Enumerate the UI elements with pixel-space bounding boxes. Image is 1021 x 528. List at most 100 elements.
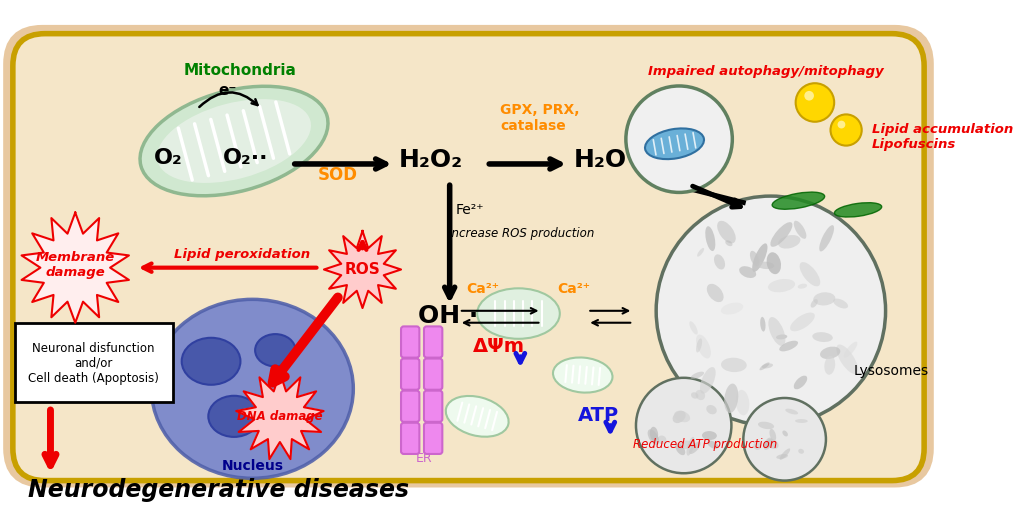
Ellipse shape bbox=[696, 335, 711, 359]
Text: GPX, PRX,
catalase: GPX, PRX, catalase bbox=[500, 103, 580, 133]
Circle shape bbox=[837, 121, 845, 128]
Polygon shape bbox=[236, 372, 324, 459]
Ellipse shape bbox=[689, 442, 700, 454]
Text: Fe²⁺: Fe²⁺ bbox=[456, 203, 485, 218]
FancyBboxPatch shape bbox=[424, 423, 442, 454]
Text: Reduced ATP production: Reduced ATP production bbox=[633, 438, 777, 451]
Text: Lysosomes: Lysosomes bbox=[854, 364, 928, 378]
Ellipse shape bbox=[834, 203, 882, 217]
Ellipse shape bbox=[676, 444, 685, 455]
Ellipse shape bbox=[679, 440, 692, 449]
Text: ΔΨm: ΔΨm bbox=[473, 337, 525, 356]
Text: Lipid peroxidation: Lipid peroxidation bbox=[175, 248, 310, 261]
Ellipse shape bbox=[707, 284, 724, 302]
Ellipse shape bbox=[752, 243, 768, 272]
Ellipse shape bbox=[697, 248, 704, 257]
Ellipse shape bbox=[477, 288, 560, 339]
Ellipse shape bbox=[691, 392, 698, 399]
Ellipse shape bbox=[696, 338, 702, 353]
FancyBboxPatch shape bbox=[424, 391, 442, 422]
Ellipse shape bbox=[813, 332, 833, 342]
Ellipse shape bbox=[793, 375, 808, 389]
Ellipse shape bbox=[157, 99, 311, 183]
Ellipse shape bbox=[764, 438, 773, 450]
Ellipse shape bbox=[700, 367, 716, 394]
Ellipse shape bbox=[785, 409, 798, 414]
Circle shape bbox=[743, 398, 826, 480]
Ellipse shape bbox=[695, 390, 706, 400]
Ellipse shape bbox=[702, 431, 717, 440]
Ellipse shape bbox=[765, 442, 771, 448]
Text: Nucleus: Nucleus bbox=[222, 458, 284, 473]
Text: Increase ROS production: Increase ROS production bbox=[448, 228, 594, 240]
Ellipse shape bbox=[836, 344, 859, 374]
Ellipse shape bbox=[811, 299, 818, 308]
Polygon shape bbox=[21, 213, 129, 323]
Text: ATP: ATP bbox=[578, 406, 620, 425]
Ellipse shape bbox=[689, 321, 697, 335]
Ellipse shape bbox=[724, 383, 738, 413]
Ellipse shape bbox=[769, 317, 785, 346]
Ellipse shape bbox=[780, 448, 790, 460]
Ellipse shape bbox=[645, 128, 704, 159]
Circle shape bbox=[830, 115, 862, 146]
Ellipse shape bbox=[750, 251, 760, 267]
FancyBboxPatch shape bbox=[401, 326, 420, 357]
Text: Mitochondria: Mitochondria bbox=[184, 63, 296, 78]
Ellipse shape bbox=[721, 357, 746, 372]
Ellipse shape bbox=[714, 254, 725, 269]
FancyBboxPatch shape bbox=[14, 323, 173, 402]
Text: Neuronal disfunction
and/or
Cell death (Apoptosis): Neuronal disfunction and/or Cell death (… bbox=[29, 342, 159, 384]
Ellipse shape bbox=[767, 439, 779, 449]
Ellipse shape bbox=[753, 441, 762, 450]
Text: H₂O: H₂O bbox=[574, 148, 627, 172]
Ellipse shape bbox=[255, 334, 295, 366]
Ellipse shape bbox=[649, 427, 659, 441]
Text: H₂O₂: H₂O₂ bbox=[399, 148, 464, 172]
Ellipse shape bbox=[767, 252, 781, 274]
Ellipse shape bbox=[778, 235, 800, 249]
Text: Impaired autophagy/mitophagy: Impaired autophagy/mitophagy bbox=[648, 65, 884, 78]
Text: e⁻: e⁻ bbox=[218, 83, 237, 98]
Ellipse shape bbox=[814, 293, 835, 306]
Circle shape bbox=[657, 196, 885, 426]
Circle shape bbox=[805, 91, 814, 100]
Ellipse shape bbox=[690, 372, 704, 379]
Ellipse shape bbox=[819, 225, 834, 251]
Ellipse shape bbox=[553, 357, 613, 393]
Ellipse shape bbox=[182, 338, 240, 385]
Text: Ca²⁺: Ca²⁺ bbox=[467, 282, 499, 296]
Ellipse shape bbox=[798, 449, 804, 454]
Ellipse shape bbox=[717, 221, 736, 243]
Circle shape bbox=[636, 378, 731, 473]
Ellipse shape bbox=[772, 192, 825, 209]
FancyBboxPatch shape bbox=[424, 359, 442, 390]
Text: ER: ER bbox=[416, 452, 432, 465]
Ellipse shape bbox=[833, 299, 848, 308]
Ellipse shape bbox=[761, 317, 766, 332]
Ellipse shape bbox=[797, 284, 807, 289]
Ellipse shape bbox=[725, 240, 732, 246]
Text: Lipid accumulation
Lipofuscins: Lipid accumulation Lipofuscins bbox=[872, 124, 1013, 152]
Text: ROS: ROS bbox=[345, 262, 381, 277]
Ellipse shape bbox=[658, 436, 667, 444]
Ellipse shape bbox=[762, 363, 773, 369]
Ellipse shape bbox=[140, 86, 328, 196]
Ellipse shape bbox=[736, 390, 749, 416]
Ellipse shape bbox=[706, 226, 716, 251]
Ellipse shape bbox=[760, 362, 770, 370]
Ellipse shape bbox=[686, 437, 694, 456]
Ellipse shape bbox=[208, 396, 259, 437]
Ellipse shape bbox=[708, 441, 719, 449]
Ellipse shape bbox=[776, 334, 787, 340]
Ellipse shape bbox=[770, 429, 776, 441]
Ellipse shape bbox=[843, 342, 858, 358]
Ellipse shape bbox=[776, 454, 788, 459]
Text: DNA damage: DNA damage bbox=[237, 410, 323, 423]
Circle shape bbox=[795, 83, 834, 122]
Ellipse shape bbox=[758, 422, 774, 429]
Ellipse shape bbox=[757, 262, 774, 269]
Ellipse shape bbox=[673, 411, 686, 423]
FancyBboxPatch shape bbox=[401, 423, 420, 454]
Ellipse shape bbox=[799, 262, 820, 286]
